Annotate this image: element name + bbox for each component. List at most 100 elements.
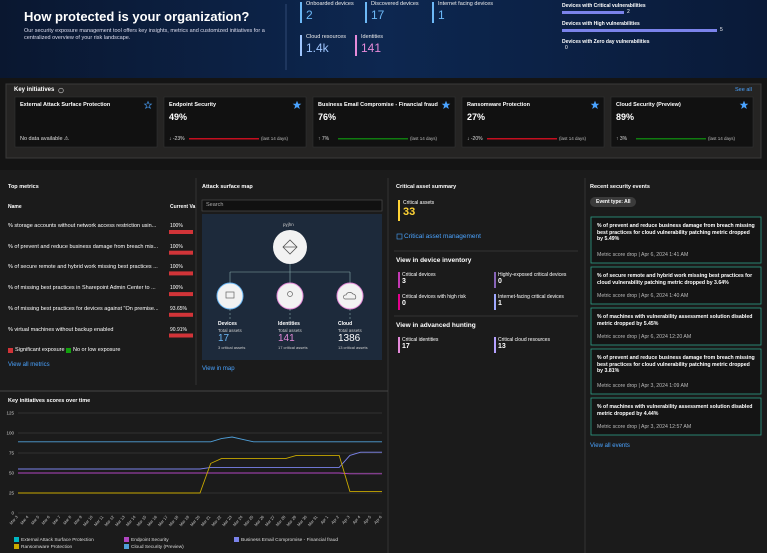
legend-swatch	[66, 348, 71, 353]
asset-label: Critical cloud resources	[498, 337, 550, 343]
info-icon	[58, 87, 64, 94]
initiative-name[interactable]: Business Email Compromise - Financial fr…	[318, 102, 438, 108]
event-text[interactable]: % of prevent and reduce business damage …	[597, 223, 755, 243]
metric-value: 141	[361, 41, 382, 55]
map-node[interactable]	[276, 282, 304, 310]
metric-label: Cloud resources	[306, 34, 347, 40]
exposure-bar	[169, 271, 193, 276]
event-meta: Metric score drop | Apr 3, 2024 1:09 AM	[597, 383, 689, 389]
accent-bar	[494, 294, 496, 310]
x-tick-label: Mar 9	[73, 514, 84, 526]
initiative-name[interactable]: Endpoint Security	[169, 102, 217, 108]
event-text[interactable]: % of secure remote and hybrid work missi…	[597, 273, 753, 286]
event-card	[590, 348, 762, 395]
initiative-card	[14, 96, 158, 148]
asset-total: 33	[403, 206, 416, 218]
metric-name[interactable]: % storage accounts without network acces…	[8, 223, 157, 229]
series-line	[18, 454, 382, 494]
link[interactable]: View all metrics	[8, 362, 50, 368]
event-card	[590, 307, 762, 346]
accent-bar	[494, 272, 496, 288]
x-tick-label: Mar 6	[40, 514, 51, 526]
map-node-label: Cloud	[338, 321, 353, 327]
series-line	[18, 472, 382, 475]
y-tick-label: 0	[11, 511, 14, 516]
vuln-value: 0	[565, 45, 568, 51]
metric-bar	[300, 35, 302, 56]
map-node-label: Devices	[218, 321, 237, 327]
vuln-value: 2	[627, 9, 630, 15]
event-card	[590, 266, 762, 305]
x-tick-label: Mar 5	[30, 514, 41, 526]
accent-bar	[398, 294, 400, 310]
legend-swatch	[8, 348, 13, 353]
vuln-bar	[562, 11, 624, 14]
metric-bar	[355, 35, 357, 56]
link[interactable]: View in map	[202, 366, 235, 372]
favorite-star	[590, 100, 600, 110]
x-tick-label: Mar 3	[8, 514, 19, 526]
link[interactable]: View all events	[590, 443, 630, 449]
column-header: Name	[8, 204, 22, 210]
metric-name[interactable]: % of secure remote and hybrid work missi…	[8, 264, 158, 271]
banner	[0, 0, 767, 78]
exposure-bar	[169, 292, 193, 297]
trend-period: (last 14 days)	[559, 136, 587, 141]
map-node[interactable]	[336, 282, 364, 310]
y-tick-label: 50	[9, 471, 15, 476]
initiative-value: 89%	[616, 112, 635, 122]
metric-value: 90.91%	[170, 326, 187, 333]
exposure-bar	[169, 312, 193, 317]
x-tick-label: Apr 2	[330, 514, 340, 525]
legend-label: Cloud Security (Preview)	[131, 544, 184, 550]
vuln-bar	[562, 29, 717, 32]
accent-bar	[398, 200, 400, 221]
search-box[interactable]	[201, 199, 383, 212]
asset-value: 3	[402, 278, 406, 285]
legend-swatch	[234, 537, 239, 542]
map-nodes	[216, 282, 364, 310]
section-title: Attack surface map	[202, 184, 253, 190]
metric-name[interactable]: % of prevent and reduce business damage …	[8, 243, 159, 250]
event-text[interactable]: % of prevent and reduce business damage …	[597, 355, 755, 375]
event-text[interactable]: % of machines with vulnerability assessm…	[597, 404, 753, 417]
initiative-name[interactable]: Ransomware Protection	[467, 102, 530, 108]
link-icon	[396, 233, 403, 240]
map-links	[229, 264, 351, 320]
initiative-trend: ↑ 3%	[616, 136, 628, 142]
map-node-sub: Total assets	[338, 328, 362, 333]
map-node-total: 1386	[338, 333, 361, 344]
legend-swatch	[14, 537, 19, 542]
chart-title: Key initiatives scores over time	[8, 398, 90, 404]
initiative-name[interactable]: External Attack Surface Protection	[20, 102, 111, 108]
map-node-sub: Total assets	[278, 328, 302, 333]
section-subtitle[interactable]: View in advanced hunting	[396, 322, 476, 329]
asset-value: 1	[498, 300, 502, 307]
initiative-name[interactable]: Cloud Security (Preview)	[616, 102, 681, 108]
favorite-star	[143, 100, 153, 110]
metric-name[interactable]: % of missing best practices for devices …	[8, 305, 159, 312]
section-subtitle[interactable]: View in device inventory	[396, 257, 472, 264]
asset-value: 17	[402, 343, 410, 350]
asset-label: Critical identities	[402, 337, 439, 343]
favorite-star	[739, 100, 749, 110]
metric-value: 100%	[170, 243, 183, 250]
x-tick-label: Mar 7	[51, 514, 62, 526]
initiative-value: 49%	[169, 112, 188, 122]
map-node-sub: Total assets	[218, 328, 242, 333]
exposure-bar	[169, 250, 193, 255]
see-all-link[interactable]: See all	[735, 87, 752, 93]
map-node[interactable]	[216, 282, 244, 310]
filter-text[interactable]: Event type: All	[596, 199, 631, 205]
accent-bar	[398, 272, 400, 288]
metric-name[interactable]: % of missing best practices in Sharepoin…	[8, 285, 156, 292]
link[interactable]: Critical asset management	[404, 233, 481, 240]
metric-bar	[300, 2, 302, 23]
metric-value: 93.65%	[170, 305, 187, 312]
event-text[interactable]: % of machines with vulnerability assessm…	[597, 314, 753, 327]
x-tick-label: Apr 5	[362, 514, 372, 525]
metric-name[interactable]: % virtual machines without backup enable…	[8, 326, 114, 333]
section-title: Critical asset summary	[396, 184, 457, 190]
metric-label: Onboarded devices	[306, 1, 354, 7]
